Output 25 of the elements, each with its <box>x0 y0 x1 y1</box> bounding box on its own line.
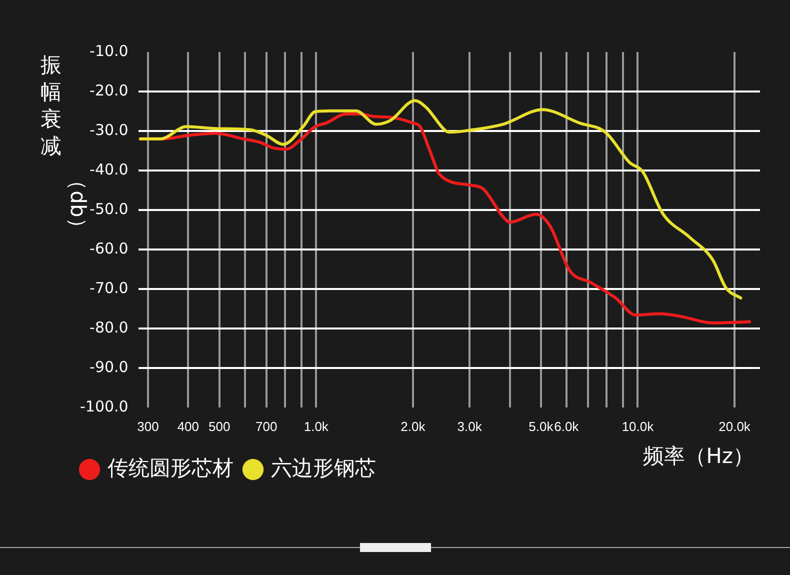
x-axis-title: 频率（Hz） <box>643 443 754 470</box>
legend-label: 六边形钢芯 <box>271 456 376 480</box>
x-tick-label: 5.0k <box>528 418 554 434</box>
x-tick-label: 300 <box>137 418 159 434</box>
x-tick-label: 20.0k <box>718 418 751 434</box>
y-tick-label: -10.0 <box>90 42 128 60</box>
y-tick-label: -70.0 <box>90 278 128 297</box>
x-tick-label: 3.0k <box>457 418 482 434</box>
y-tick-label: -40.0 <box>90 160 128 178</box>
y-tick-label: -90.0 <box>90 358 128 376</box>
y-tick-label: -50.0 <box>90 200 128 218</box>
x-tick-label: 400 <box>177 418 200 434</box>
y-tick-label: -100.0 <box>80 397 128 416</box>
legend-label: 传统圆形芯材 <box>108 456 234 480</box>
x-tick-label: 500 <box>208 418 230 434</box>
x-tick-label: 10.0k <box>622 418 654 434</box>
x-tick-label: 700 <box>255 418 278 434</box>
y-axis-title: 振幅衰减（db） <box>40 52 90 240</box>
x-tick-label: 1.0k <box>304 418 329 434</box>
y-tick-label: -20.0 <box>90 81 128 100</box>
x-tick-label: 2.0k <box>400 418 426 434</box>
y-tick-label: -60.0 <box>90 239 128 258</box>
x-tick-label: 6.0k <box>554 418 580 434</box>
y-tick-label: -80.0 <box>90 318 128 336</box>
y-tick-label: -30.0 <box>90 120 128 139</box>
